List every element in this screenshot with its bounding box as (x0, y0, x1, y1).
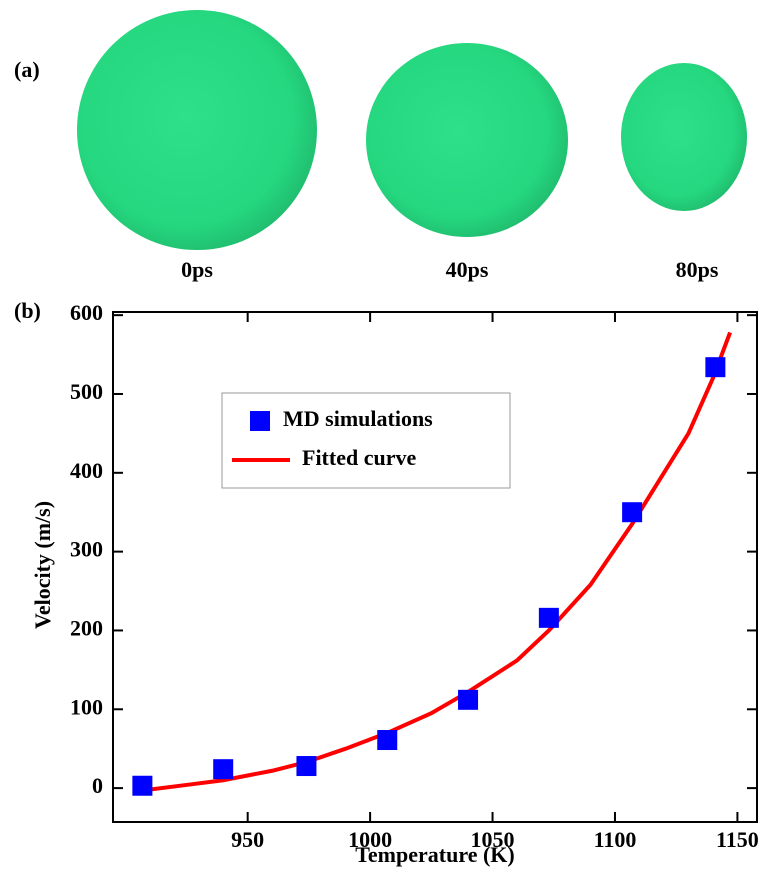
marker (458, 690, 478, 710)
marker (539, 608, 559, 628)
panel-label: (b) (14, 298, 41, 323)
x-tick-label: 950 (231, 827, 264, 852)
x-tick-label: 1000 (348, 827, 392, 852)
x-tick-label: 1100 (594, 827, 637, 852)
sphere (366, 43, 568, 237)
marker (622, 502, 642, 522)
marker (213, 759, 233, 779)
caption: 0ps (181, 257, 213, 282)
plot-frame (113, 312, 757, 822)
y-tick-label: 600 (70, 300, 103, 325)
sphere (621, 63, 747, 211)
y-tick-label: 0 (92, 773, 103, 798)
y-axis-label: Velocity (m/s) (30, 501, 55, 629)
legend-label: Fitted curve (302, 445, 416, 470)
caption: 40ps (446, 257, 489, 282)
x-tick-label: 1050 (471, 827, 515, 852)
y-tick-label: 100 (70, 694, 103, 719)
legend-label: MD simulations (283, 406, 433, 431)
y-tick-label: 200 (70, 616, 103, 641)
y-tick-label: 500 (70, 379, 103, 404)
figure: (a) 0ps 40ps 80ps (b) Temperature (K) Ve… (0, 0, 765, 871)
legend-marker (250, 411, 270, 431)
y-tick-label: 400 (70, 458, 103, 483)
panel-label: (a) (14, 57, 40, 82)
caption: 80ps (676, 257, 719, 282)
marker (296, 756, 316, 776)
y-tick-label: 300 (70, 537, 103, 562)
x-tick-label: 1150 (716, 827, 759, 852)
sphere (77, 10, 317, 250)
marker (132, 776, 152, 796)
marker (377, 730, 397, 750)
marker (705, 357, 725, 377)
